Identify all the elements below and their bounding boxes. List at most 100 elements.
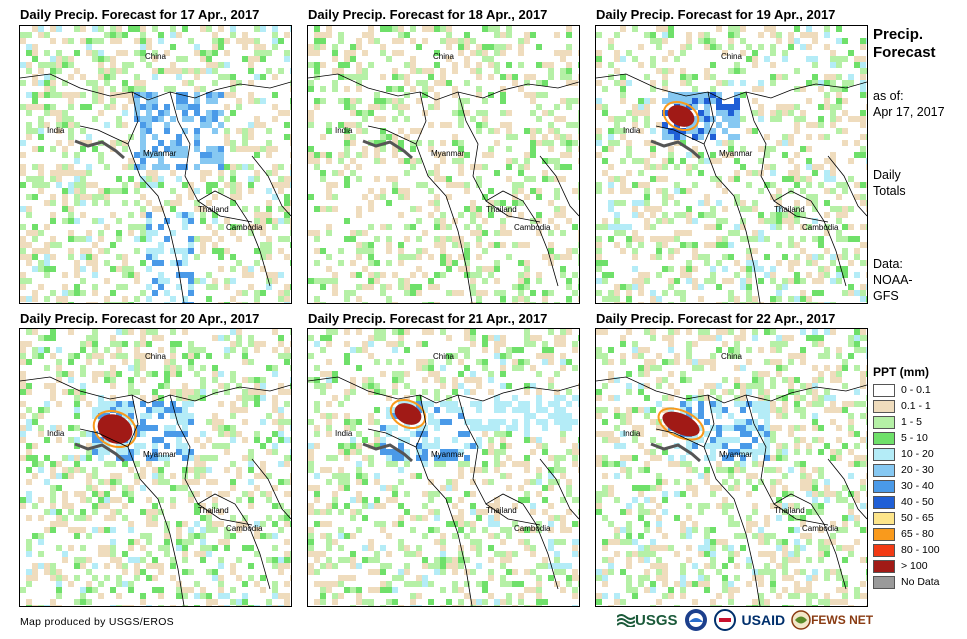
precip-cell [134, 365, 140, 371]
precip-cell [788, 170, 794, 176]
precip-cell [548, 254, 554, 260]
precip-cell [734, 296, 740, 302]
precip-cell [848, 260, 854, 266]
precip-cell [782, 74, 788, 80]
precip-cell [38, 284, 44, 290]
precip-cell [20, 497, 26, 503]
border-line [197, 200, 253, 223]
precip-cell [50, 80, 56, 86]
precip-cell [152, 176, 158, 182]
precip-cell [854, 365, 860, 371]
precip-cell [848, 401, 854, 407]
precip-cell [644, 218, 650, 224]
precip-cell [56, 164, 62, 170]
precip-cell [338, 581, 344, 587]
precip-cell [782, 176, 788, 182]
precip-cell [644, 206, 650, 212]
precip-cell [608, 437, 614, 443]
precip-cell [794, 206, 800, 212]
precip-cell [314, 473, 320, 479]
precip-cell [692, 485, 698, 491]
precip-cell [242, 128, 248, 134]
precip-cell [188, 455, 194, 461]
precip-cell [284, 461, 290, 467]
precip-cell [494, 32, 500, 38]
precip-cell [692, 182, 698, 188]
precip-cell [212, 32, 218, 38]
precip-cell [512, 80, 518, 86]
precip-cell [314, 32, 320, 38]
precip-cell [788, 224, 794, 230]
precip-cell [614, 116, 620, 122]
precip-cell [446, 236, 452, 242]
precip-cell [638, 347, 644, 353]
precip-cell [770, 302, 776, 303]
precip-cell [56, 365, 62, 371]
precip-cell [116, 473, 122, 479]
precip-cell [158, 140, 164, 146]
precip-cell [176, 341, 182, 347]
precip-cell [662, 212, 668, 218]
precip-cell [776, 296, 782, 302]
precip-cell [212, 212, 218, 218]
precip-cell [134, 86, 140, 92]
precip-cell [692, 134, 698, 140]
precip-cell [500, 383, 506, 389]
precip-cell [548, 68, 554, 74]
precip-cell [350, 272, 356, 278]
precip-cell [656, 44, 662, 50]
precip-cell [764, 26, 770, 32]
precip-cell [308, 44, 314, 50]
precip-cell [152, 290, 158, 296]
precip-cell [164, 377, 170, 383]
precip-cell [650, 86, 656, 92]
precip-cell [140, 50, 146, 56]
precip-cell [176, 533, 182, 539]
precip-cell [434, 419, 440, 425]
precip-cell [620, 341, 626, 347]
precip-cell [422, 80, 428, 86]
precip-cell [794, 377, 800, 383]
precip-cell [392, 38, 398, 44]
precip-cell [50, 485, 56, 491]
precip-cell [644, 224, 650, 230]
precip-cell [638, 242, 644, 248]
precip-cell [146, 98, 152, 104]
precip-cell [392, 587, 398, 593]
precip-cell [638, 272, 644, 278]
precip-cell [158, 272, 164, 278]
precip-cell [38, 128, 44, 134]
precip-cell [26, 515, 32, 521]
precip-cell [782, 50, 788, 56]
precip-cell [260, 218, 266, 224]
precip-cell [542, 407, 548, 413]
precip-cell [464, 569, 470, 575]
precip-cell [740, 395, 746, 401]
precip-cell [494, 290, 500, 296]
precip-cell [326, 26, 332, 32]
precip-cell [104, 68, 110, 74]
precip-cell [308, 50, 314, 56]
precip-cell [446, 359, 452, 365]
precip-cell [386, 587, 392, 593]
precip-cell [464, 491, 470, 497]
precip-cell [596, 242, 602, 248]
precip-cell [818, 254, 824, 260]
precip-cell [578, 509, 579, 515]
precip-cell [164, 110, 170, 116]
precip-cell [26, 389, 32, 395]
precip-cell [854, 272, 860, 278]
precip-cell [596, 128, 602, 134]
precip-cell [320, 593, 326, 599]
precip-cell [320, 44, 326, 50]
precip-cell [74, 260, 80, 266]
precip-cell [86, 455, 92, 461]
precip-cell [848, 413, 854, 419]
precip-cell [698, 32, 704, 38]
precip-cell [668, 407, 674, 413]
precip-cell [134, 443, 140, 449]
precip-cell [260, 575, 266, 581]
precip-cell [458, 431, 464, 437]
precip-cell [122, 260, 128, 266]
precip-cell [50, 176, 56, 182]
